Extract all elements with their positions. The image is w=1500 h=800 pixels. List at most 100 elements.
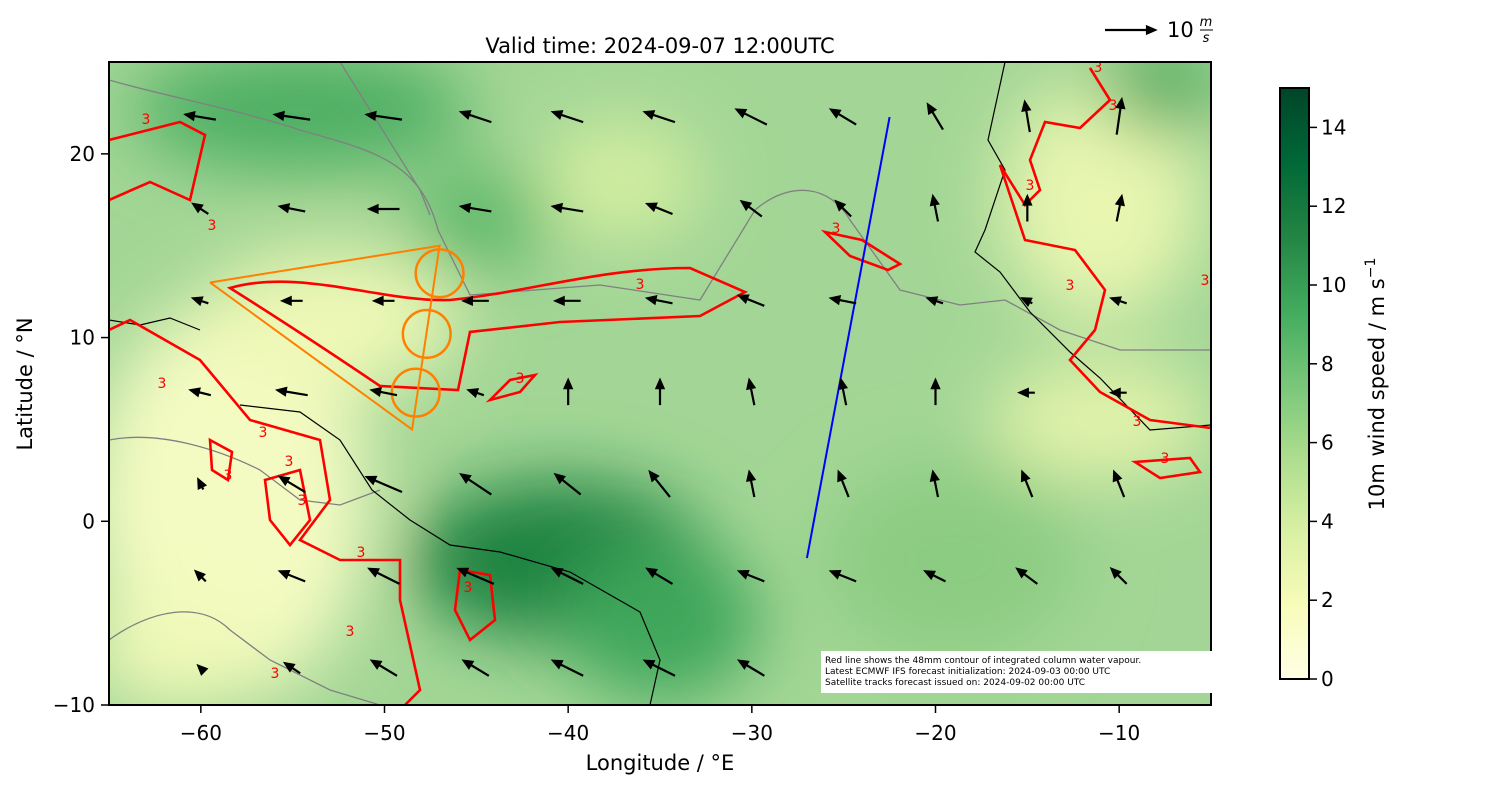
contour-label: 3	[516, 371, 525, 387]
wind-arrow	[930, 377, 941, 406]
contour-label: 3	[298, 493, 307, 509]
x-tick-label: −30	[731, 721, 773, 745]
iwv-contour	[109, 67, 1211, 705]
moisture-boundary	[109, 62, 1211, 705]
wind-arrow	[190, 296, 209, 307]
wind-arrow	[1022, 193, 1033, 222]
y-tick-label: 10	[70, 326, 95, 350]
x-tick-label: −40	[547, 721, 589, 745]
colorbar-tick-label: 4	[1321, 509, 1334, 533]
wind-arrow	[1114, 193, 1125, 222]
wind-arrow	[746, 469, 757, 498]
wind-arrow	[458, 110, 492, 124]
wind-arrow	[183, 110, 217, 122]
colorbar-tick-label: 2	[1321, 588, 1334, 612]
contour-labels: 3 3 3 3 3 3 3 3 3 3 3 3 3 3 3 3 3 3 3 3 3	[142, 60, 1210, 682]
wind-arrow	[550, 110, 584, 124]
contour-label: 3	[1109, 98, 1118, 114]
wind-arrow	[282, 661, 301, 675]
wind-arrow	[736, 659, 765, 677]
wind-arrow	[644, 295, 673, 306]
contour-label: 3	[271, 666, 280, 682]
wind-arrow	[642, 110, 676, 124]
instrument-footprint	[401, 308, 452, 360]
wind-arrow	[550, 659, 584, 677]
x-tick-label: −10	[1098, 721, 1140, 745]
wind-arrow	[371, 295, 395, 307]
wind-arrow	[193, 569, 207, 583]
contour-label: 3	[832, 221, 841, 237]
wind-arrow	[1021, 99, 1032, 133]
wind-arrow	[367, 567, 400, 585]
wind-arrow	[736, 569, 765, 583]
wind-arrow	[642, 659, 676, 677]
contour-label: 3	[285, 454, 294, 470]
x-tick-label: −60	[180, 721, 222, 745]
contour-label: 3	[224, 468, 233, 484]
wind-arrow	[1109, 566, 1128, 585]
contour-label: 3	[1161, 451, 1170, 467]
wind-arrow	[369, 386, 398, 398]
note: Satellite tracks forecast issued on: 202…	[825, 678, 1085, 688]
x-tick-label: −20	[914, 721, 956, 745]
wind-arrow	[746, 377, 757, 406]
x-tick-label: −50	[363, 721, 405, 745]
contour-label: 3	[1026, 178, 1035, 194]
wind-arrow	[369, 659, 398, 677]
wind-arrow	[196, 663, 209, 676]
wind-arrow	[926, 102, 944, 131]
note: Red line shows the 48mm contour of integ…	[825, 656, 1141, 666]
contour-label: 3	[636, 277, 645, 293]
colorbar	[1279, 87, 1310, 680]
contour-label: 3	[464, 580, 473, 596]
note-box	[821, 651, 1213, 693]
wind-arrow	[279, 295, 303, 307]
wind-arrow	[274, 386, 308, 397]
wind-arrow	[188, 387, 212, 398]
contour-label: 3	[1094, 60, 1103, 76]
wind-arrow	[550, 567, 584, 585]
wind-arrow	[1112, 469, 1126, 498]
wind-arrow	[277, 203, 306, 214]
wind-arrow	[925, 296, 944, 307]
wind-arrow	[736, 294, 765, 307]
wind-arrow	[459, 473, 492, 496]
contour-label: 3	[259, 425, 268, 441]
chart-title: Valid time: 2024-09-07 12:00UTC	[485, 34, 834, 58]
wind-arrow	[553, 472, 582, 496]
wind-arrow	[929, 469, 940, 498]
colorbar-label-text: 10m wind speed / m s	[1365, 278, 1389, 510]
wind-arrow	[562, 377, 574, 406]
wind-arrow	[461, 659, 490, 677]
quiver-key: 10 m s	[1105, 15, 1213, 46]
wind-arrow	[644, 202, 673, 215]
satellite-tracks	[209, 116, 891, 559]
axes-frame	[108, 61, 1212, 706]
colorbar-tick-label: 6	[1321, 431, 1334, 455]
contour-label: 3	[158, 376, 167, 392]
colorbar-tick-label: 10	[1321, 273, 1346, 297]
wind-arrow	[277, 475, 306, 493]
quiver-key-unit: s	[1203, 31, 1210, 46]
wind-arrow	[277, 569, 306, 583]
colorbar-label-sup: −1	[1363, 258, 1379, 279]
wind-arrow	[929, 193, 940, 222]
note: Latest ECMWF IFS forecast initialization…	[825, 667, 1110, 677]
contour-label: 3	[1133, 414, 1142, 430]
wind-arrow	[739, 199, 763, 218]
colorbar-label: 10m wind speed / m s−1	[1363, 258, 1389, 511]
wind-arrow	[191, 202, 209, 215]
satellite-track	[209, 244, 441, 432]
wind-arrow	[461, 295, 489, 307]
wind-arrow	[458, 202, 492, 214]
quiver-key-value: 10	[1167, 18, 1194, 42]
wind-arrow	[366, 203, 400, 215]
y-tick-label: 0	[82, 509, 95, 533]
instrument-footprint	[414, 248, 465, 299]
wind-arrow	[1019, 297, 1033, 308]
satellite-track	[805, 116, 891, 559]
ticks: −60 −50 −40 −30 −20 −10 −10 0 10 20 0 2 4 6 8 10 12 14	[53, 115, 1347, 745]
contour-label: 3	[142, 112, 151, 128]
wind-arrow	[834, 199, 852, 218]
